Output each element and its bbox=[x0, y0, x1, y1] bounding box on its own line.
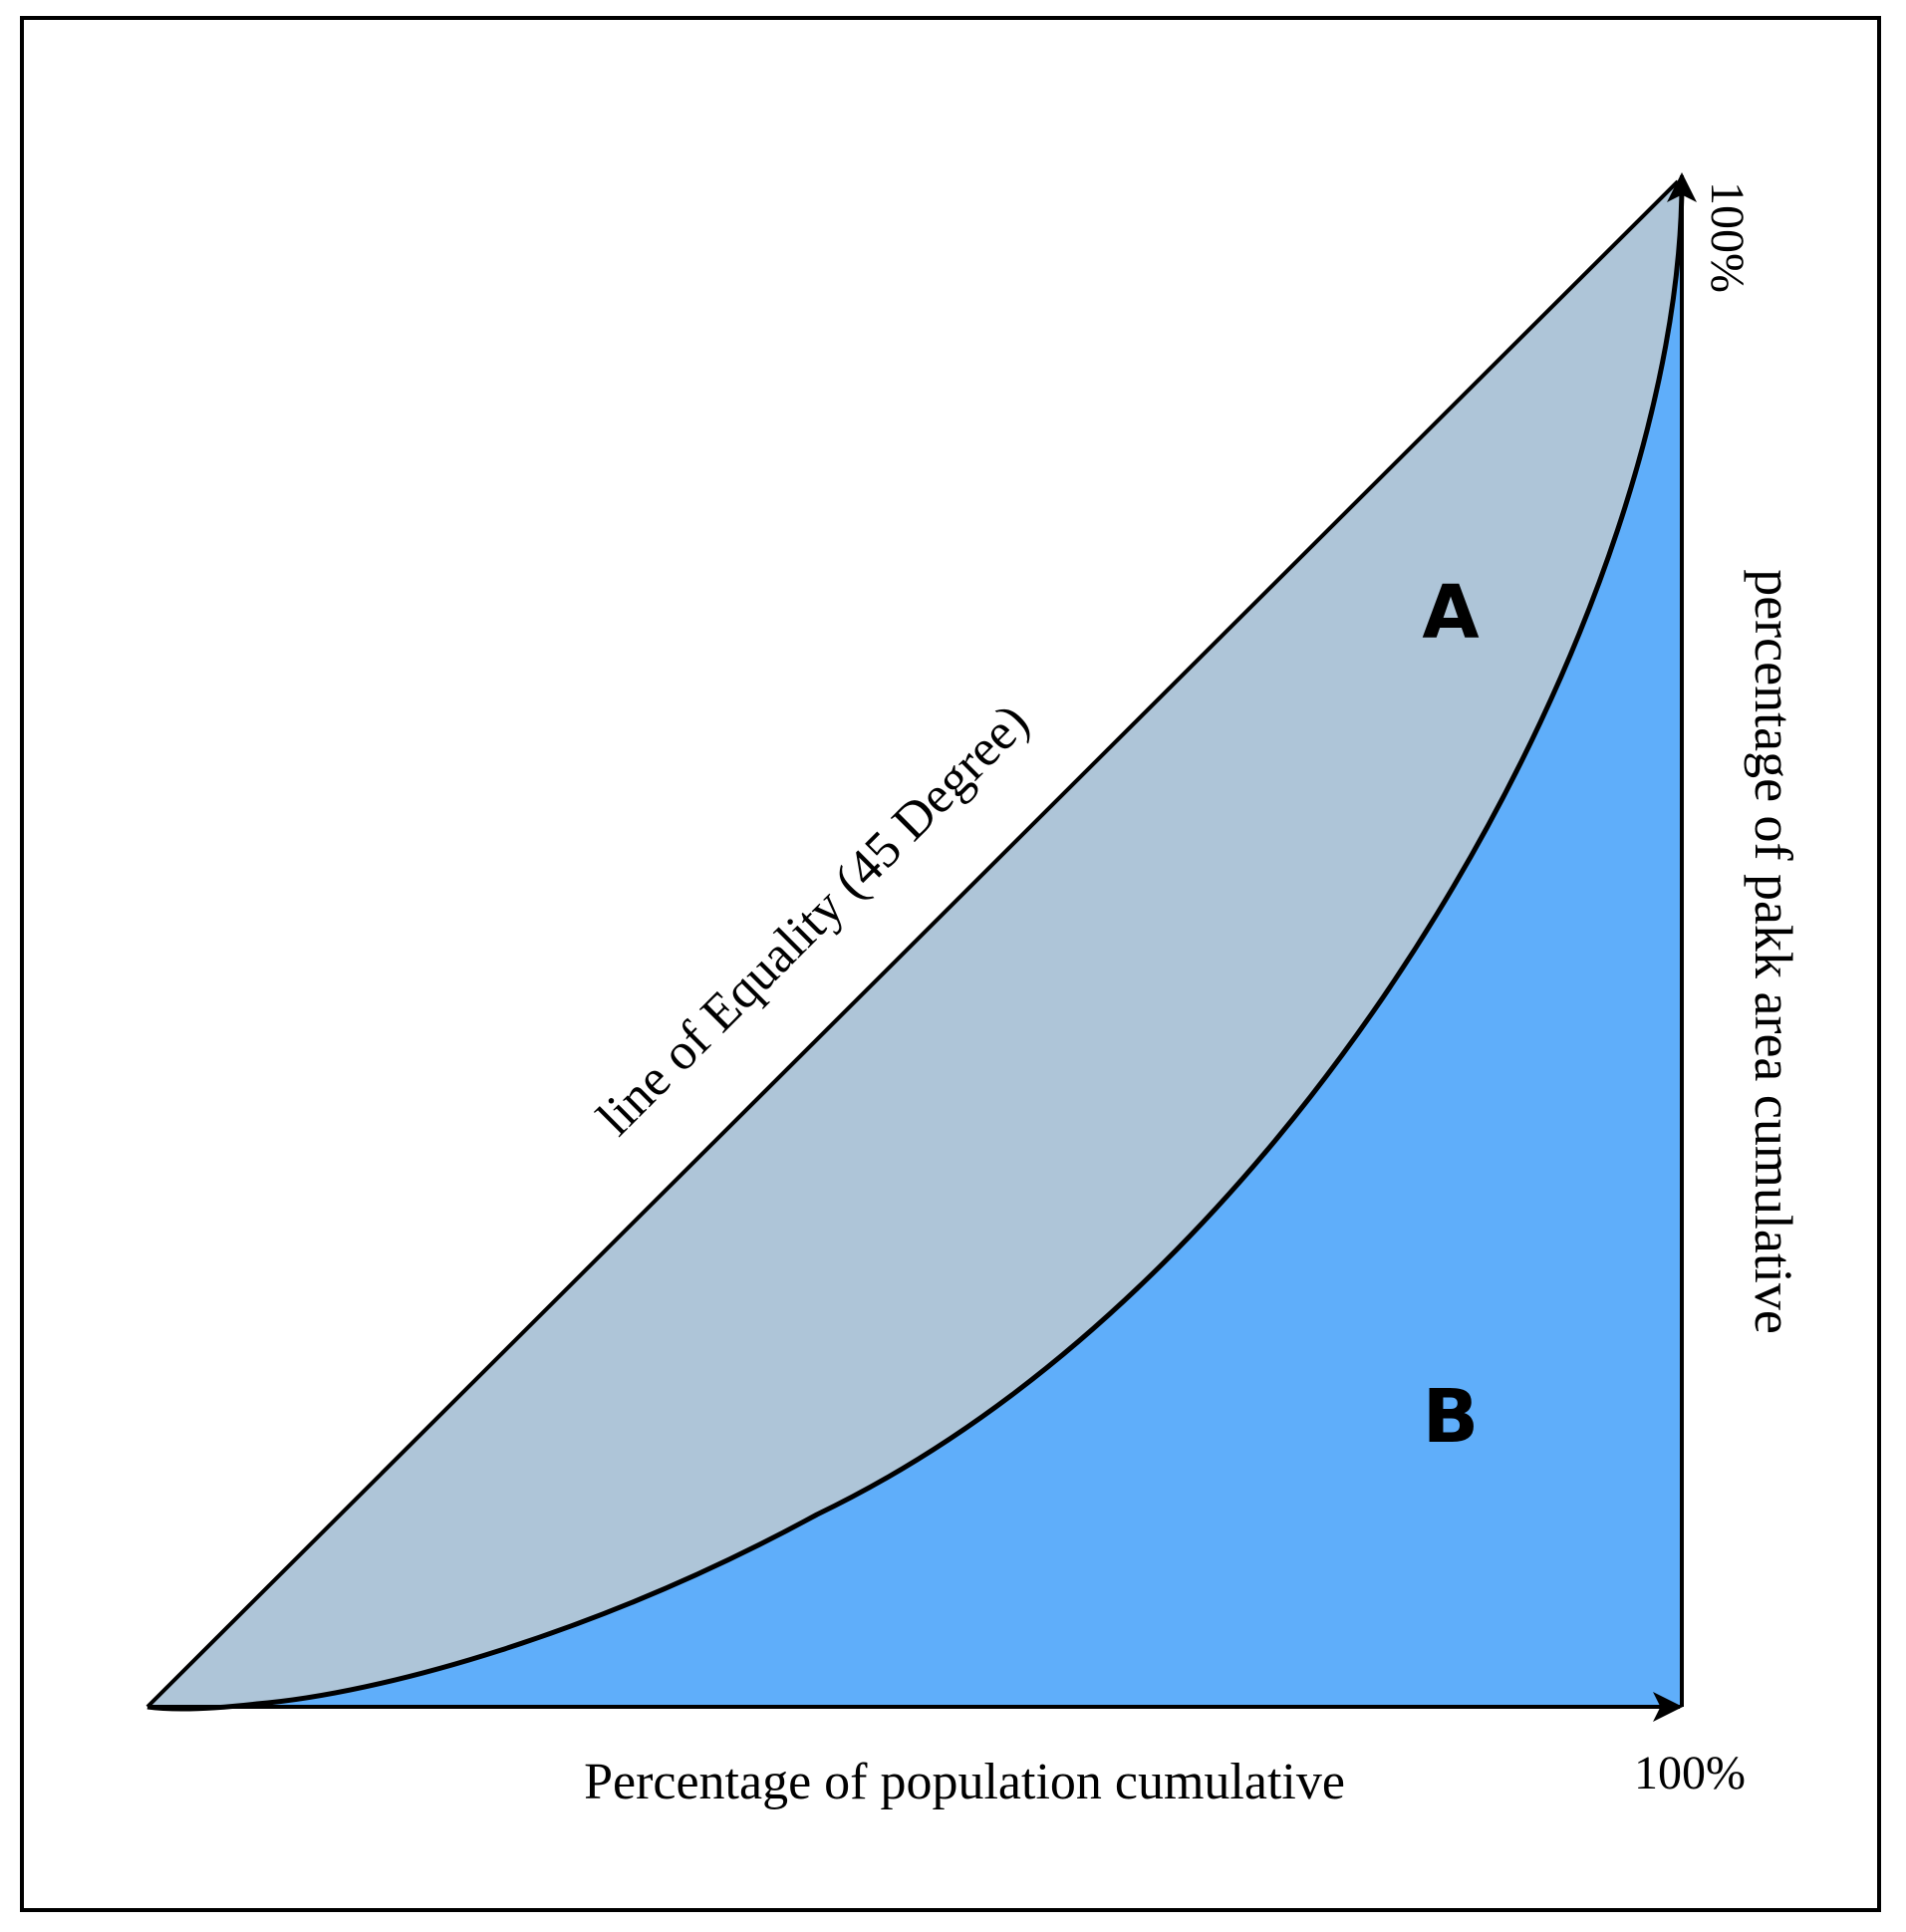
region-b-fill bbox=[147, 177, 1683, 1709]
lorenz-curve bbox=[146, 176, 1685, 1712]
y-axis-end-label: 100% bbox=[1701, 181, 1754, 293]
x-axis-label: Percentage of population cumulative bbox=[584, 1754, 1345, 1810]
region-a-label: A bbox=[1422, 570, 1479, 656]
y-axis-label: percentage of pakk area cumulative bbox=[1744, 569, 1803, 1334]
region-b-label: B bbox=[1423, 1374, 1479, 1460]
x-axis-end-label: 100% bbox=[1634, 1747, 1746, 1799]
diagram-frame bbox=[20, 16, 1881, 1912]
equality-line bbox=[145, 179, 1680, 1709]
